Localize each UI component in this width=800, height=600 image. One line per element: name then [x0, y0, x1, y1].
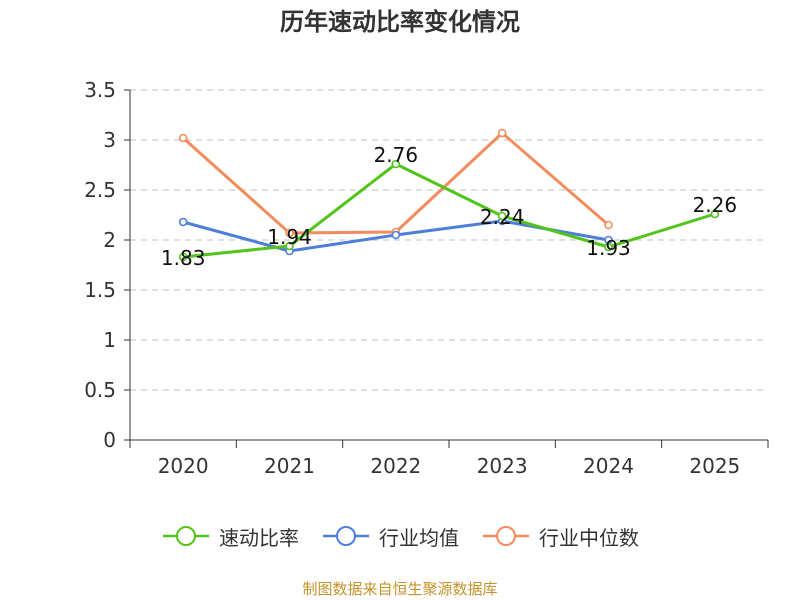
data-point [604, 242, 613, 252]
data-label: 1.83 [161, 246, 206, 270]
y-tick-label: 0 [103, 428, 116, 452]
data-labels: 1.83 1.94 2.76 2.24 1.93 2.26 [161, 143, 737, 270]
legend-label: 速动比率 [219, 525, 299, 550]
x-tick-label: 2021 [264, 454, 315, 478]
data-point [391, 159, 401, 169]
series-points [178, 128, 720, 262]
data-point [497, 211, 507, 221]
data-point [178, 133, 188, 143]
x-tick-label: 2022 [370, 454, 421, 478]
legend-item[interactable]: 行业均值 [321, 522, 459, 551]
y-tick-label: 3.5 [84, 78, 116, 102]
source-note: 制图数据来自恒生聚源数据库 [302, 580, 498, 598]
legend: 速动比率 行业均值 行业中位数 [0, 520, 800, 552]
data-label: 2.26 [693, 193, 738, 217]
series-line-0 [183, 162, 716, 259]
x-tick-label: 2025 [689, 454, 740, 478]
series-lines [182, 131, 716, 259]
y-tick-label: 1 [103, 328, 116, 352]
legend-swatch-icon [323, 526, 369, 546]
legend-label: 行业中位数 [539, 525, 639, 550]
data-point [285, 241, 294, 251]
data-label: 2.24 [480, 205, 525, 229]
chart-title: 历年速动比率变化情况 [280, 8, 520, 36]
x-tick-label: 2020 [158, 454, 209, 478]
axes: 0 0.5 1 1.5 2 2.5 3 3.5 2020 2021 2022 2023 2024 2025 [84, 78, 769, 478]
legend-item[interactable]: 行业中位数 [481, 522, 639, 551]
y-tick-label: 2.5 [84, 178, 116, 202]
data-label: 1.94 [267, 225, 312, 249]
x-tick-label: 2024 [583, 454, 634, 478]
y-tick-label: 2 [103, 228, 116, 252]
legend-label: 行业均值 [379, 525, 459, 550]
data-point [285, 228, 294, 238]
y-tick-label: 0.5 [84, 378, 116, 402]
y-tick-label: 3 [103, 128, 116, 152]
grid-lines [130, 89, 768, 391]
data-point [497, 128, 507, 138]
data-point [178, 252, 188, 262]
x-tick-label: 2023 [477, 454, 528, 478]
data-point [604, 220, 613, 230]
y-tick-label: 1.5 [84, 278, 116, 302]
legend-item[interactable]: 速动比率 [161, 522, 299, 551]
data-point [391, 230, 401, 240]
legend-swatch-icon [483, 526, 529, 546]
data-point [178, 217, 188, 227]
data-label: 2.76 [374, 143, 419, 167]
data-point [710, 209, 720, 219]
legend-swatch-icon [163, 526, 209, 546]
data-label: 1.93 [586, 236, 631, 260]
